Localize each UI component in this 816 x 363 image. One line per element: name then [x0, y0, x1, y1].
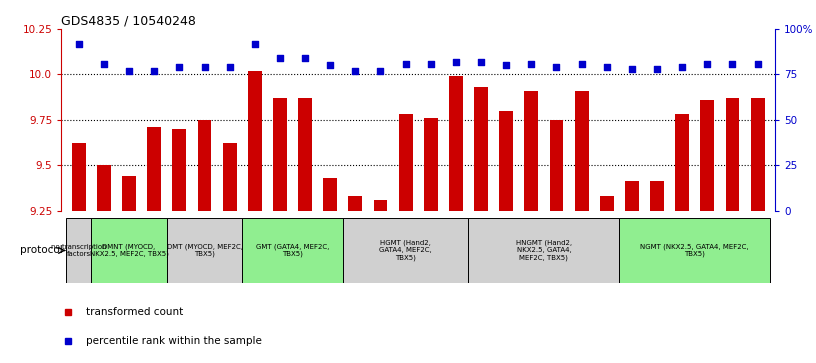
- Bar: [424, 118, 437, 211]
- Point: [374, 68, 387, 74]
- Bar: [676, 114, 689, 211]
- Point: [148, 68, 161, 74]
- Bar: [91, 218, 166, 283]
- Point: [575, 61, 588, 66]
- Bar: [122, 176, 136, 211]
- Point: [73, 41, 86, 46]
- Point: [173, 64, 186, 70]
- Point: [726, 61, 739, 66]
- Text: DMNT (MYOCD,
NKX2.5, MEF2C, TBX5): DMNT (MYOCD, NKX2.5, MEF2C, TBX5): [90, 244, 169, 257]
- Point: [348, 68, 361, 74]
- Point: [701, 61, 714, 66]
- Bar: [273, 98, 287, 211]
- Bar: [549, 120, 563, 211]
- Bar: [343, 218, 468, 283]
- Bar: [223, 143, 237, 211]
- Text: GMT (GATA4, MEF2C,
TBX5): GMT (GATA4, MEF2C, TBX5): [255, 244, 329, 257]
- Bar: [468, 218, 619, 283]
- Point: [273, 55, 286, 61]
- Point: [499, 62, 512, 68]
- Bar: [323, 178, 337, 211]
- Bar: [525, 91, 539, 211]
- Point: [450, 59, 463, 65]
- Bar: [348, 196, 362, 211]
- Point: [122, 68, 135, 74]
- Point: [97, 61, 110, 66]
- Point: [601, 64, 614, 70]
- Bar: [166, 218, 242, 283]
- Text: GDS4835 / 10540248: GDS4835 / 10540248: [61, 15, 196, 28]
- Point: [248, 41, 261, 46]
- Bar: [700, 100, 714, 211]
- Bar: [474, 87, 488, 211]
- Text: HGMT (Hand2,
GATA4, MEF2C,
TBX5): HGMT (Hand2, GATA4, MEF2C, TBX5): [379, 240, 432, 261]
- Point: [625, 66, 638, 72]
- Bar: [574, 91, 588, 211]
- Bar: [242, 218, 343, 283]
- Bar: [97, 165, 111, 211]
- Point: [399, 61, 412, 66]
- Point: [198, 64, 211, 70]
- Bar: [172, 129, 186, 211]
- Bar: [374, 200, 388, 211]
- Text: percentile rank within the sample: percentile rank within the sample: [86, 336, 262, 346]
- Point: [650, 66, 663, 72]
- Bar: [725, 98, 739, 211]
- Bar: [248, 71, 262, 211]
- Bar: [449, 76, 463, 211]
- Bar: [72, 143, 86, 211]
- Bar: [619, 218, 770, 283]
- Bar: [751, 98, 765, 211]
- Bar: [66, 218, 91, 283]
- Text: transformed count: transformed count: [86, 307, 184, 317]
- Text: HNGMT (Hand2,
NKX2.5, GATA4,
MEF2C, TBX5): HNGMT (Hand2, NKX2.5, GATA4, MEF2C, TBX5…: [516, 240, 572, 261]
- Text: DMT (MYOCD, MEF2C,
TBX5): DMT (MYOCD, MEF2C, TBX5): [166, 244, 242, 257]
- Point: [299, 55, 312, 61]
- Text: protocol: protocol: [20, 245, 63, 256]
- Point: [751, 61, 764, 66]
- Bar: [298, 98, 312, 211]
- Point: [676, 64, 689, 70]
- Point: [475, 59, 488, 65]
- Bar: [148, 127, 161, 211]
- Bar: [650, 182, 664, 211]
- Text: NGMT (NKX2.5, GATA4, MEF2C,
TBX5): NGMT (NKX2.5, GATA4, MEF2C, TBX5): [641, 244, 749, 257]
- Point: [223, 64, 236, 70]
- Bar: [625, 182, 639, 211]
- Point: [424, 61, 437, 66]
- Text: no transcription
factors: no transcription factors: [51, 244, 107, 257]
- Bar: [600, 196, 614, 211]
- Point: [525, 61, 538, 66]
- Bar: [197, 120, 211, 211]
- Point: [550, 64, 563, 70]
- Bar: [399, 114, 413, 211]
- Bar: [499, 111, 513, 211]
- Point: [324, 62, 337, 68]
